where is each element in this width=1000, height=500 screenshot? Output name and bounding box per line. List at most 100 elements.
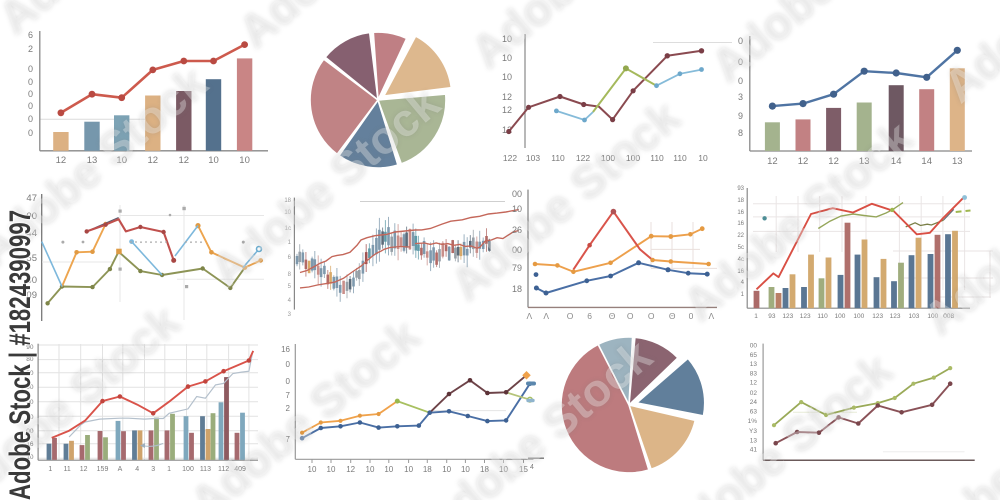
svg-text:0: 0 — [738, 76, 743, 86]
svg-text:10: 10 — [404, 465, 413, 474]
svg-text:79: 79 — [512, 263, 522, 273]
svg-text:18: 18 — [423, 465, 432, 474]
svg-text:00: 00 — [26, 399, 34, 406]
svg-text:12: 12 — [179, 155, 190, 166]
svg-text:65: 65 — [750, 352, 758, 359]
svg-text:1: 1 — [167, 466, 171, 473]
svg-text:1: 1 — [754, 313, 758, 320]
svg-text:Λ: Λ — [527, 311, 533, 321]
svg-text:112: 112 — [218, 466, 229, 473]
svg-text:10: 10 — [26, 454, 34, 461]
svg-text:10: 10 — [499, 465, 508, 474]
svg-text:3: 3 — [151, 466, 155, 473]
svg-text:0: 0 — [286, 360, 291, 369]
svg-text:4c: 4c — [738, 257, 744, 263]
svg-text:1: 1 — [741, 292, 745, 298]
svg-text:0: 0 — [28, 64, 33, 74]
svg-text:18: 18 — [737, 198, 744, 204]
svg-text:Λ: Λ — [543, 311, 549, 321]
svg-text:110: 110 — [551, 153, 565, 163]
svg-text:10: 10 — [327, 465, 336, 474]
svg-text:4: 4 — [741, 280, 745, 286]
svg-text:123: 123 — [890, 313, 901, 320]
svg-text:8: 8 — [288, 272, 292, 278]
svg-text:0: 0 — [28, 101, 33, 111]
svg-text:16: 16 — [281, 345, 290, 354]
svg-text:16: 16 — [737, 269, 744, 275]
svg-text:409: 409 — [234, 466, 246, 473]
svg-text:1: 1 — [288, 240, 292, 246]
svg-text:6: 6 — [28, 30, 33, 40]
svg-text:7: 7 — [286, 435, 291, 444]
svg-text:10: 10 — [239, 155, 250, 166]
svg-text:9: 9 — [738, 111, 743, 121]
svg-text:5c: 5c — [738, 245, 744, 251]
svg-text:14: 14 — [921, 156, 932, 167]
svg-text:10: 10 — [698, 153, 708, 163]
svg-text:47: 47 — [26, 193, 37, 204]
svg-text:12: 12 — [80, 466, 88, 473]
svg-text:3: 3 — [288, 312, 292, 318]
svg-text:13: 13 — [750, 438, 758, 445]
svg-text:159: 159 — [97, 466, 109, 473]
svg-text:12: 12 — [502, 92, 512, 102]
svg-text:18: 18 — [480, 465, 489, 474]
svg-text:100: 100 — [927, 313, 938, 320]
svg-text:122: 122 — [503, 153, 517, 163]
svg-text:26: 26 — [512, 225, 522, 235]
svg-text:5: 5 — [288, 284, 292, 290]
svg-text:00: 00 — [26, 211, 37, 222]
svg-text:1c: 1c — [285, 226, 291, 232]
svg-text:24: 24 — [750, 399, 758, 406]
svg-text:110: 110 — [817, 313, 828, 320]
svg-text:0: 0 — [738, 57, 743, 67]
svg-text:93: 93 — [737, 186, 744, 192]
svg-text:110: 110 — [673, 153, 687, 163]
svg-text:10: 10 — [208, 155, 219, 166]
svg-text:13: 13 — [87, 155, 98, 166]
svg-text:02: 02 — [750, 390, 758, 397]
svg-text:6: 6 — [288, 255, 292, 261]
svg-text:6: 6 — [587, 311, 592, 321]
svg-text:10: 10 — [502, 34, 512, 44]
svg-text:12: 12 — [346, 465, 355, 474]
svg-text:00: 00 — [512, 189, 522, 199]
svg-text:10: 10 — [442, 465, 451, 474]
svg-text:103: 103 — [526, 153, 540, 163]
svg-text:90: 90 — [26, 344, 34, 351]
svg-text:2: 2 — [286, 404, 291, 413]
svg-text:00: 00 — [750, 342, 758, 349]
svg-text:0: 0 — [689, 311, 694, 321]
svg-text:100: 100 — [626, 153, 640, 163]
svg-text:Θ: Θ — [609, 311, 616, 321]
svg-text:110: 110 — [650, 153, 664, 163]
svg-text:13: 13 — [750, 361, 758, 368]
svg-text:122: 122 — [576, 153, 590, 163]
svg-text:12: 12 — [798, 156, 809, 167]
svg-text:0: 0 — [28, 89, 33, 99]
svg-text:12: 12 — [828, 156, 839, 167]
svg-text:14: 14 — [891, 156, 902, 167]
svg-text:00: 00 — [26, 414, 34, 421]
svg-text:O: O — [627, 311, 634, 321]
svg-text:22: 22 — [737, 233, 744, 239]
svg-text:93: 93 — [768, 313, 776, 320]
svg-text:16: 16 — [737, 210, 744, 216]
svg-text:12: 12 — [502, 105, 512, 115]
svg-text:4: 4 — [135, 466, 139, 473]
svg-text:Θ: Θ — [669, 311, 676, 321]
svg-text:00: 00 — [26, 428, 34, 435]
svg-text:4: 4 — [288, 298, 292, 304]
svg-text:2: 2 — [28, 44, 33, 54]
svg-text:113: 113 — [200, 466, 211, 473]
svg-text:83: 83 — [750, 371, 758, 378]
svg-text:55: 55 — [26, 253, 37, 264]
svg-text:123: 123 — [800, 313, 811, 320]
svg-text:10: 10 — [461, 465, 470, 474]
svg-text:1%: 1% — [748, 418, 758, 425]
svg-text:O: O — [648, 311, 655, 321]
svg-text:008: 008 — [943, 313, 954, 320]
svg-text:10: 10 — [308, 465, 317, 474]
svg-text:10: 10 — [502, 72, 512, 82]
svg-text:100: 100 — [853, 313, 864, 320]
